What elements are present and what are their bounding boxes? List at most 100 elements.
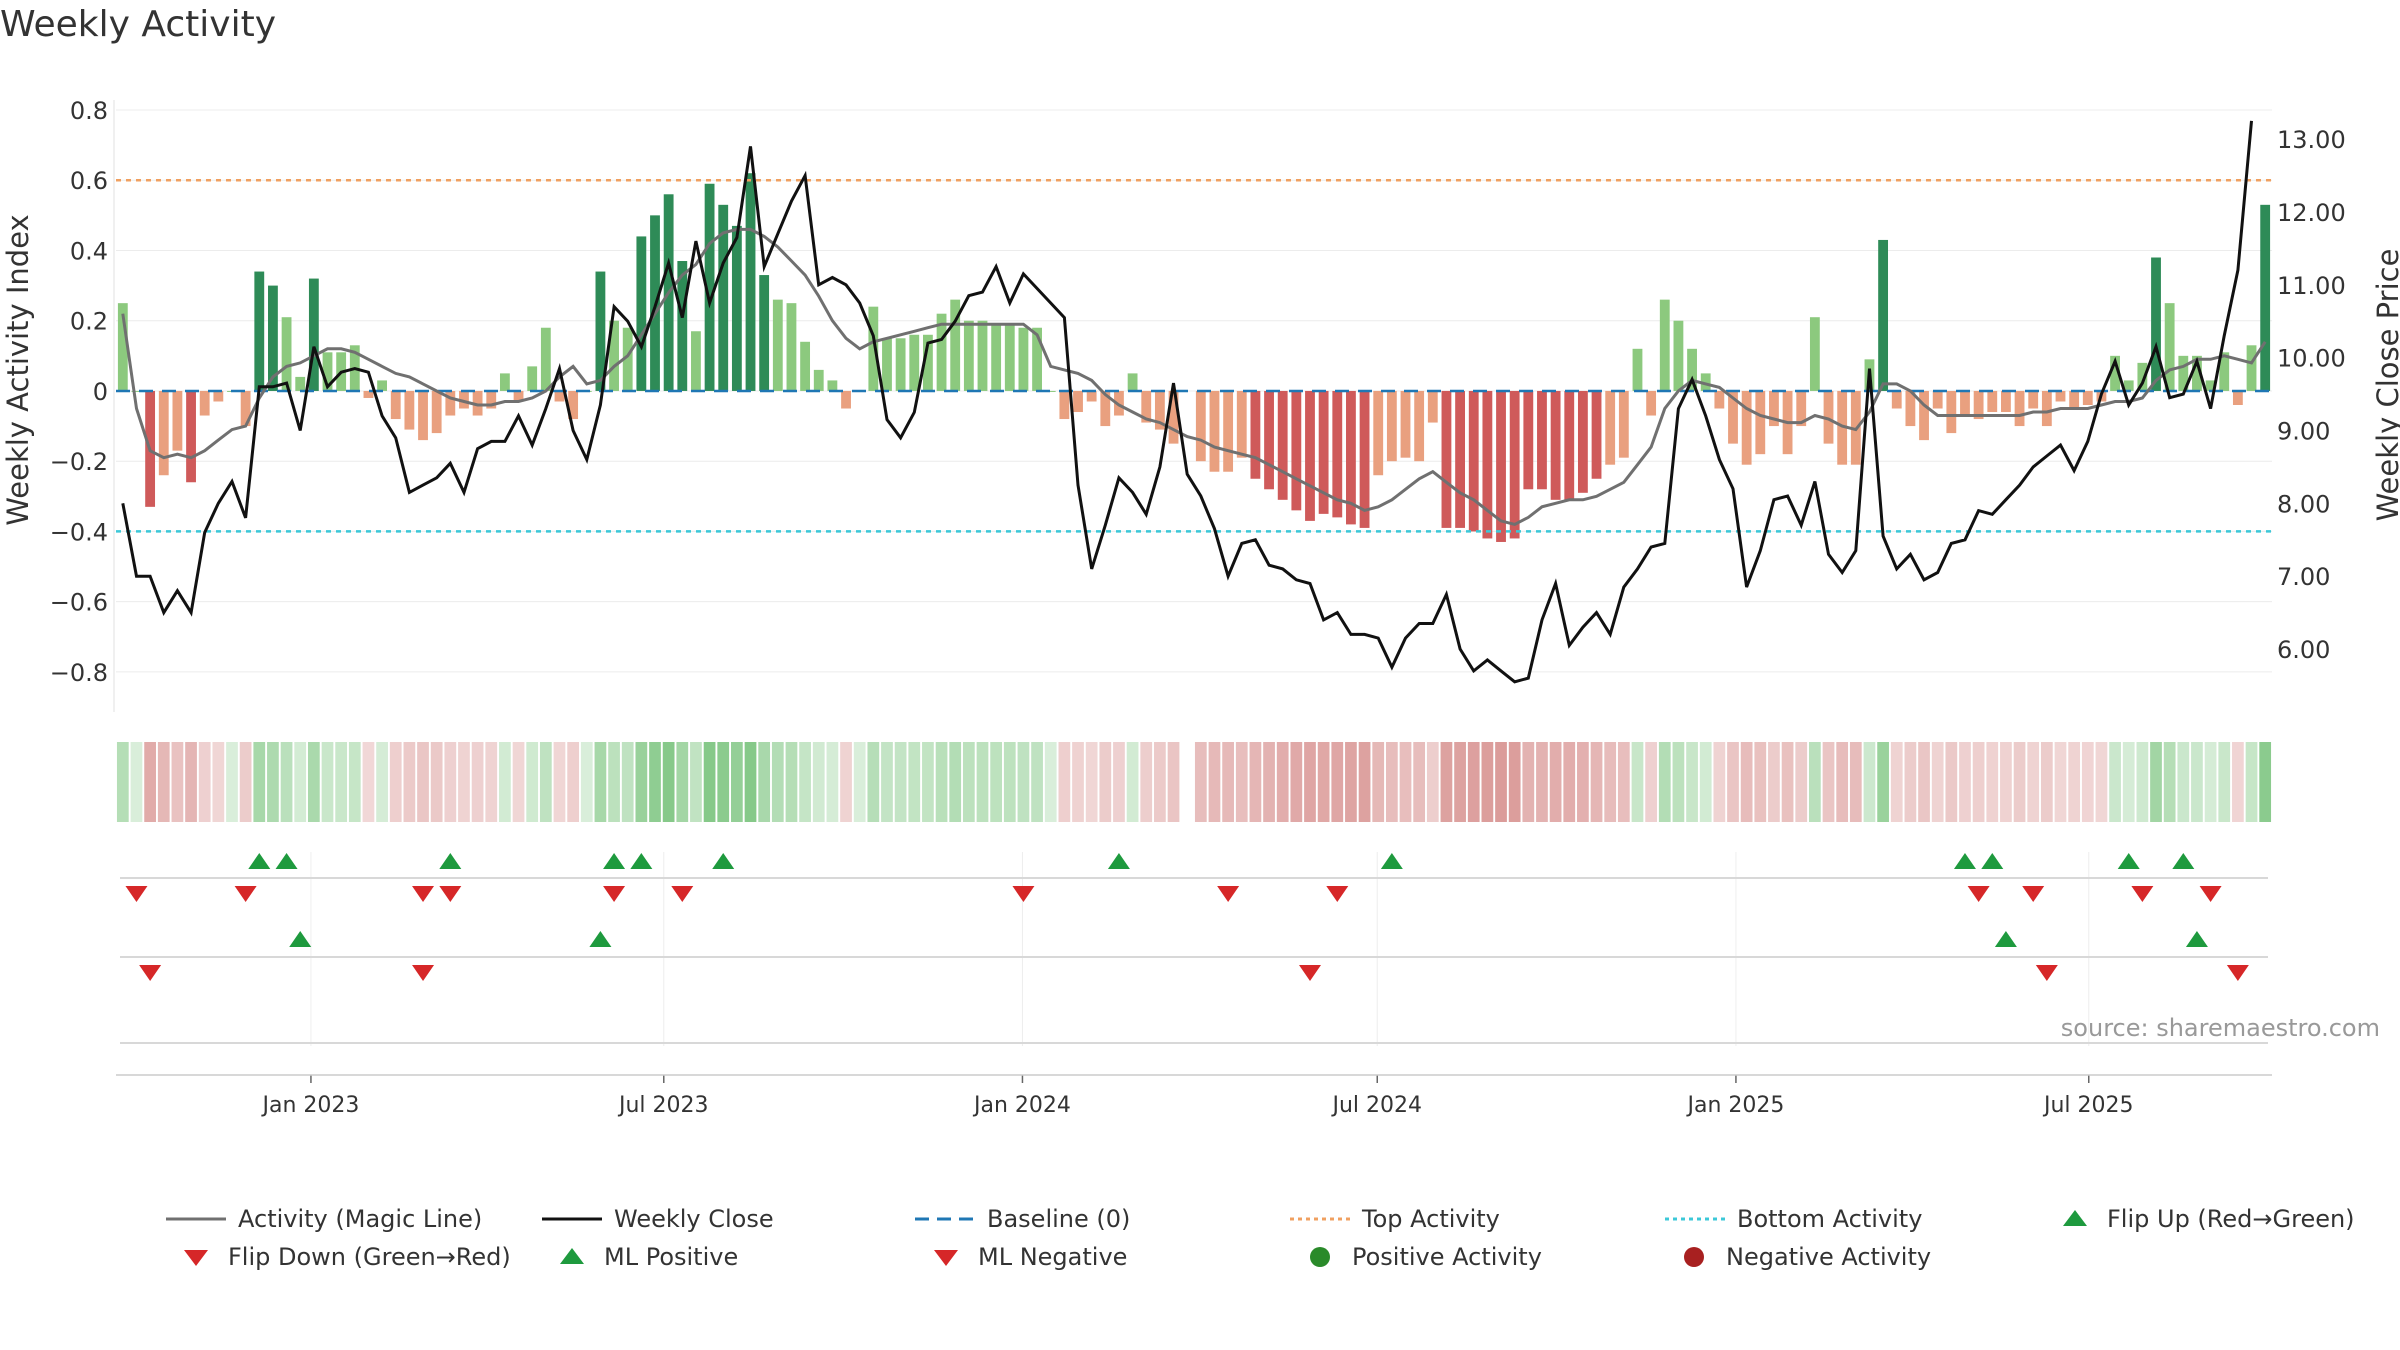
activity-bar	[1400, 390, 1411, 458]
heat-cell	[2245, 742, 2258, 822]
chart-title: Weekly Activity	[0, 4, 277, 45]
heat-cell	[2054, 742, 2067, 822]
activity-bar	[322, 352, 333, 391]
activity-bar	[1714, 390, 1725, 409]
heat-cell	[1372, 742, 1385, 822]
heat-cell	[1740, 742, 1753, 822]
heat-cell	[1126, 742, 1139, 822]
ml-negative-marker	[139, 965, 162, 981]
activity-bar	[800, 341, 811, 391]
activity-bar	[704, 183, 715, 391]
y-tick-label: 0.8	[70, 97, 108, 125]
heat-cell	[2000, 742, 2012, 822]
activity-bar	[281, 317, 292, 391]
heat-cell	[499, 742, 511, 822]
heat-cell	[853, 742, 866, 822]
flip-down-marker	[2131, 886, 2154, 902]
activity-bar	[1946, 390, 1957, 434]
heat-cell	[157, 742, 170, 822]
activity-bar	[2123, 380, 2134, 391]
heat-cell	[1194, 742, 1207, 822]
activity-bar	[1414, 390, 1425, 462]
heat-cell	[908, 742, 921, 822]
heat-cell	[662, 742, 675, 822]
triangle-down-icon	[184, 1250, 208, 1266]
activity-bar	[158, 390, 169, 476]
flip-up-marker	[248, 853, 271, 869]
heat-cell	[799, 742, 811, 822]
activity-bar	[622, 327, 633, 391]
heat-cell	[1413, 742, 1426, 822]
heat-cell	[1959, 742, 1971, 822]
activity-bar	[1032, 327, 1042, 391]
y-axis-title: Weekly Activity Index	[1, 214, 35, 525]
bottom-line-swatch-icon	[1665, 1217, 1725, 1221]
activity-bar	[472, 390, 483, 416]
activity-bar	[1154, 390, 1165, 430]
activity-bar	[1564, 390, 1575, 500]
y2-axis-title: Weekly Close Price	[2371, 249, 2400, 522]
activity-bar	[554, 390, 565, 402]
activity-bar	[1618, 390, 1629, 458]
ml-positive-marker	[2185, 931, 2208, 947]
heat-cell	[1481, 742, 1494, 822]
heat-cell	[1249, 742, 1262, 822]
activity-bar	[1168, 390, 1179, 444]
weekly-close-series	[121, 120, 2253, 684]
heat-cell	[1454, 742, 1466, 822]
legend-label: Activity (Magic Line)	[238, 1205, 483, 1233]
activity-bar	[827, 380, 838, 391]
legend-label: Positive Activity	[1352, 1243, 1542, 1271]
heat-cell	[1549, 742, 1562, 822]
flip-down-marker	[2022, 886, 2045, 902]
heat-cell	[2177, 742, 2190, 822]
heat-cell	[1918, 742, 1930, 822]
legend: Activity (Magic Line) Weekly Close Basel…	[150, 1205, 2390, 1285]
heat-cell	[922, 742, 934, 822]
legend-ml-positive: ML Positive	[552, 1243, 738, 1271]
heat-cell	[1590, 742, 1603, 822]
heat-cell	[1058, 742, 1071, 822]
flip-down-marker	[412, 886, 435, 902]
flip-up-marker	[2172, 853, 2195, 869]
heat-cell	[785, 742, 798, 822]
activity-bar	[1687, 348, 1697, 391]
activity-heat-strip	[116, 742, 2272, 822]
top-line-swatch-icon	[1290, 1217, 1350, 1221]
activity-bar	[568, 390, 579, 420]
flip-up-marker	[603, 853, 626, 869]
legend-baseline: Baseline (0)	[915, 1205, 1130, 1233]
y2-tick-label: 12.00	[2277, 199, 2346, 227]
activity-bar	[2205, 380, 2216, 391]
activity-bar	[1264, 390, 1274, 490]
activity-bar	[2137, 362, 2148, 391]
activity-bar	[431, 390, 442, 434]
heat-cell	[1699, 742, 1712, 822]
activity-bar	[1823, 390, 1834, 444]
legend-label: Negative Activity	[1726, 1243, 1932, 1271]
activity-bar	[1837, 390, 1848, 465]
heat-cell	[1645, 742, 1657, 822]
activity-bar	[117, 303, 128, 391]
legend-label: Baseline (0)	[987, 1205, 1131, 1233]
activity-bar	[691, 331, 701, 391]
heat-cell	[1727, 742, 1739, 822]
activity-bar	[1537, 390, 1547, 490]
activity-bar	[1659, 299, 1670, 391]
heat-cell	[1617, 742, 1630, 822]
ml-negative-marker	[412, 965, 435, 981]
activity-bar	[2192, 355, 2202, 391]
y-tick-label: 0.6	[70, 167, 108, 195]
heat-cell	[2122, 742, 2135, 822]
heat-cell	[635, 742, 648, 822]
heat-cell	[1290, 742, 1303, 822]
activity-bar	[1073, 390, 1083, 413]
activity-bar	[308, 278, 319, 391]
heat-cell	[1836, 742, 1849, 822]
activity-bar	[1455, 390, 1466, 528]
activity-bar	[1223, 390, 1234, 472]
flip-down-marker	[1967, 886, 1990, 902]
activity-bar	[1605, 390, 1616, 465]
flip-down-marker	[2199, 886, 2222, 902]
